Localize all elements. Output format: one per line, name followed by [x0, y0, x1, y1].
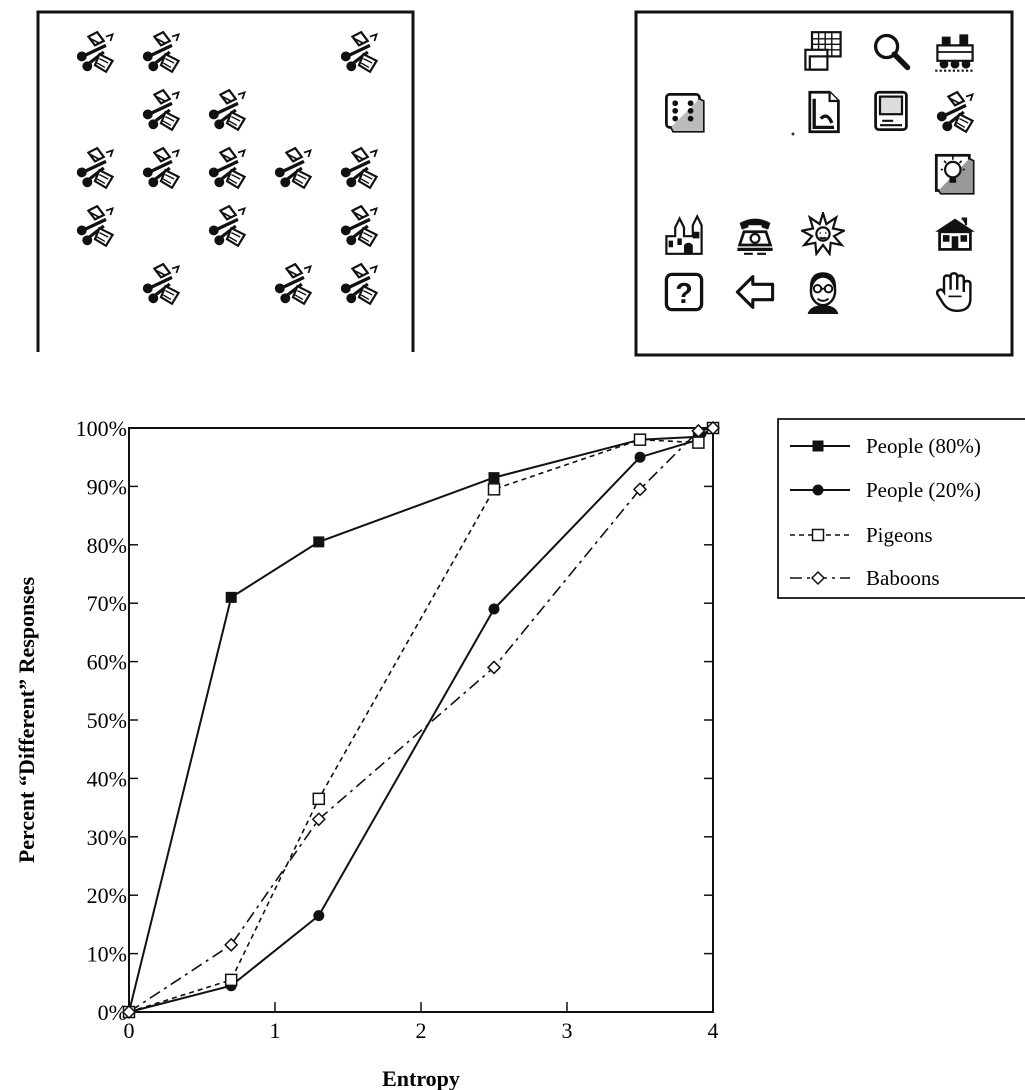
y-tick-label: 40%: [87, 766, 127, 791]
data-point-baboons: [691, 423, 706, 438]
series-line-pigeons: [128, 427, 714, 1013]
right-icon-panel: [634, 10, 1014, 357]
series-lines: [128, 427, 714, 1013]
calendar-stack-icon: [804, 31, 842, 71]
data-point-baboons: [224, 937, 239, 952]
scissors-pen-icon: [75, 204, 115, 248]
data-point-pigeons: [633, 433, 647, 446]
scissors-pen-icon: [339, 262, 379, 306]
computer-icon: [874, 90, 908, 131]
x-tick-label: 4: [708, 1018, 719, 1043]
left-arrow-icon: [735, 275, 775, 309]
scissors-pen-icon: [141, 88, 181, 132]
magnifier-icon: [876, 36, 908, 68]
legend-frame: [777, 418, 1025, 599]
right-icon-grid: [664, 31, 977, 314]
y-tick-label: 60%: [87, 650, 127, 675]
data-point-baboons: [121, 1004, 137, 1020]
y-tick-label: 90%: [87, 474, 127, 499]
y-tick-label: 50%: [87, 708, 127, 733]
sun-icon: [801, 212, 845, 255]
locomotive-icon: [934, 33, 976, 72]
house-icon: [933, 217, 977, 251]
plot-area-frame: [128, 427, 714, 1013]
x-axis-ticks: 0 1 2 3 4: [124, 1002, 719, 1043]
castle-icon: [665, 215, 703, 255]
face-icon: [806, 270, 840, 314]
scissors-pen-icon: [141, 30, 181, 74]
legend-label: People (80%): [866, 434, 981, 458]
legend-items: People (80%) People (20%) Pigeons Baboons: [790, 434, 981, 590]
x-tick-label: 3: [562, 1018, 573, 1043]
y-tick-label: 80%: [87, 533, 127, 558]
scissors-pen-icon: [207, 146, 247, 190]
dice-icon: [665, 93, 706, 134]
y-tick-label: 70%: [87, 591, 127, 616]
series-line-baboons: [128, 427, 714, 1013]
scissors-pen-icon: [141, 262, 181, 306]
telephone-icon: [735, 216, 775, 256]
left-icon-panel: [36, 10, 415, 352]
scissors-pen-icon: [207, 88, 247, 132]
help-icon: [664, 272, 704, 312]
series-line-people-80: [128, 427, 714, 1013]
data-point-baboons: [486, 660, 502, 675]
legend-label: Pigeons: [866, 523, 933, 547]
legend-marker: [810, 570, 826, 586]
y-axis-label: Percent “Different” Responses: [14, 576, 39, 863]
data-point-people-80: [313, 536, 325, 548]
x-tick-label: 1: [270, 1018, 281, 1043]
series-markers: [121, 420, 721, 1020]
data-point-pigeons: [312, 792, 326, 806]
y-tick-label: 0%: [98, 1000, 127, 1025]
scissors-pen-icon: [339, 204, 379, 248]
y-tick-label: 100%: [76, 416, 127, 441]
legend-marker: [812, 440, 824, 452]
data-point-baboons: [705, 420, 721, 436]
x-tick-label: 2: [416, 1018, 427, 1043]
left-panel-frame: [36, 10, 415, 352]
scissors-pen-icon: [935, 90, 975, 134]
y-tick-label: 30%: [87, 825, 127, 850]
scissors-pen-icon: [75, 30, 115, 74]
data-point-baboons: [311, 812, 326, 827]
data-point-people-20: [313, 910, 325, 922]
data-point-pigeons: [224, 973, 238, 987]
scissors-pen-icon: [273, 146, 313, 190]
data-point-people-20: [634, 451, 646, 463]
speck: [791, 132, 795, 136]
legend-label: People (20%): [866, 478, 981, 502]
legend-marker: [812, 484, 824, 496]
scissors-pen-icon: [141, 146, 181, 190]
data-point-pigeons: [487, 483, 501, 496]
left-icon-grid: [75, 30, 379, 306]
data-point-people-20: [488, 603, 500, 615]
y-axis-ticks: 0% 10% 20% 30% 40% 50% 60% 70% 80% 90% 100%: [76, 416, 713, 1025]
series-line-people-20: [128, 427, 714, 1013]
scissors-pen-icon: [75, 146, 115, 190]
data-point-people-80: [225, 591, 237, 603]
chart-legend: People (80%) People (20%) Pigeons Baboons: [777, 418, 1025, 599]
legend-marker: [811, 528, 825, 542]
x-tick-label: 0: [124, 1018, 135, 1043]
y-tick-label: 20%: [87, 883, 127, 908]
data-point-people-80: [488, 472, 500, 484]
scissors-pen-icon: [207, 204, 247, 248]
scissors-pen-icon: [339, 146, 379, 190]
document-icon: [808, 90, 841, 134]
scissors-pen-icon: [339, 30, 379, 74]
lightbulb-icon: [934, 153, 976, 196]
x-axis-label: Entropy: [382, 1066, 460, 1090]
data-point-pigeons: [692, 436, 705, 449]
right-panel-frame: [634, 10, 1014, 357]
legend-label: Baboons: [866, 566, 940, 590]
scissors-pen-icon: [273, 262, 313, 306]
hand-icon: [935, 272, 972, 313]
y-tick-label: 10%: [87, 942, 127, 967]
data-point-baboons: [632, 482, 648, 497]
